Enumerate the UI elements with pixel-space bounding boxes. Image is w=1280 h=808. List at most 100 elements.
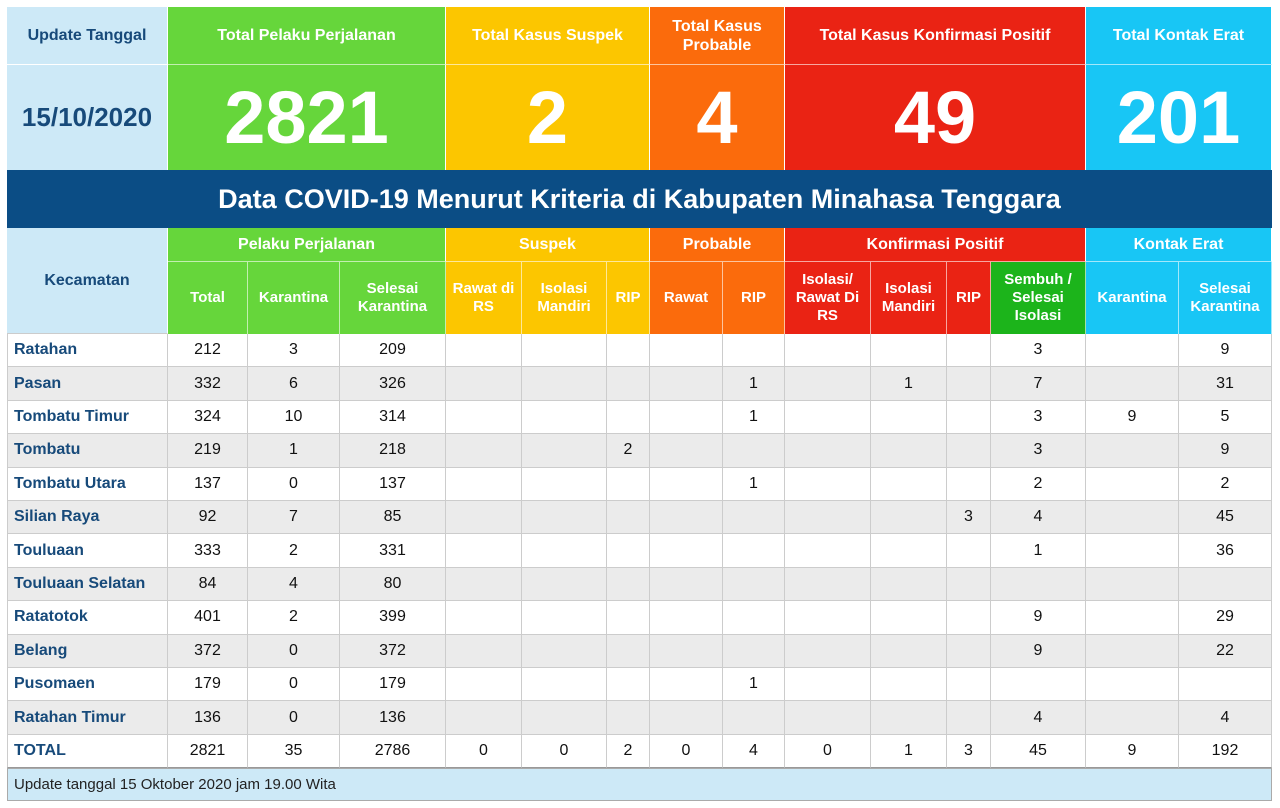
card-label: Total Kasus Suspek — [446, 7, 650, 65]
cell — [650, 567, 723, 602]
cell: 45 — [1179, 501, 1272, 535]
column-header: Rawat — [650, 262, 723, 334]
cell: 4 — [248, 567, 340, 602]
cell: 7 — [991, 367, 1086, 401]
cell — [607, 400, 650, 435]
cell: 0 — [248, 668, 340, 702]
group-header: Konfirmasi Positif — [785, 228, 1086, 262]
cell: 45 — [991, 734, 1086, 769]
group-header: Pelaku Perjalanan — [168, 228, 446, 262]
cell — [650, 601, 723, 635]
cell — [522, 567, 607, 602]
cell — [785, 634, 871, 668]
cell — [607, 668, 650, 702]
cell — [723, 701, 785, 735]
cell: 84 — [168, 567, 248, 602]
column-header: RIP — [947, 262, 991, 334]
cell — [947, 668, 991, 702]
cell — [650, 467, 723, 501]
cell — [446, 334, 522, 368]
cell: 179 — [168, 668, 248, 702]
row-name: Touluaan Selatan — [7, 567, 168, 602]
cell — [522, 367, 607, 401]
cell — [1179, 668, 1272, 702]
cell — [650, 400, 723, 435]
cell: 6 — [248, 367, 340, 401]
cell — [446, 367, 522, 401]
cell — [1086, 668, 1179, 702]
column-header: Isolasi Mandiri — [871, 262, 947, 334]
cell — [1179, 567, 1272, 602]
cell — [785, 467, 871, 501]
cell: 2786 — [340, 734, 446, 769]
cell — [723, 434, 785, 468]
row-name: TOTAL — [7, 734, 168, 769]
card-label: Total Kontak Erat — [1086, 7, 1272, 65]
column-header: Selesai Karantina — [340, 262, 446, 334]
cell — [1086, 701, 1179, 735]
row-name: Ratahan Timur — [7, 701, 168, 735]
update-label: Update Tanggal — [7, 7, 168, 65]
cell: 2 — [607, 734, 650, 769]
cell — [607, 334, 650, 368]
card-value: 4 — [650, 65, 785, 170]
cell: 3 — [991, 434, 1086, 468]
cell — [607, 701, 650, 735]
cell — [785, 367, 871, 401]
cell: 2821 — [168, 734, 248, 769]
cell — [947, 634, 991, 668]
column-header: RIP — [723, 262, 785, 334]
cell: 0 — [446, 734, 522, 769]
column-header: Total — [168, 262, 248, 334]
row-name: Belang — [7, 634, 168, 668]
cell — [723, 534, 785, 568]
cell — [723, 601, 785, 635]
cell: 36 — [1179, 534, 1272, 568]
cell — [1086, 567, 1179, 602]
cell: 2 — [607, 434, 650, 468]
cell — [947, 701, 991, 735]
cell: 31 — [1179, 367, 1272, 401]
cell: 0 — [650, 734, 723, 769]
update-date: 15/10/2020 — [7, 65, 168, 170]
cell: 0 — [248, 701, 340, 735]
cell: 3 — [991, 334, 1086, 368]
cell: 1 — [871, 734, 947, 769]
cell: 9 — [1086, 734, 1179, 769]
cell — [1086, 534, 1179, 568]
cell — [446, 567, 522, 602]
cell — [871, 634, 947, 668]
cell: 80 — [340, 567, 446, 602]
column-header: Rawat di RS — [446, 262, 522, 334]
row-name: Tombatu Utara — [7, 467, 168, 501]
cell — [522, 467, 607, 501]
cell — [1086, 467, 1179, 501]
cell — [871, 467, 947, 501]
cell: 192 — [1179, 734, 1272, 769]
cell — [650, 367, 723, 401]
cell: 92 — [168, 501, 248, 535]
row-name: Tombatu — [7, 434, 168, 468]
cell — [785, 668, 871, 702]
cell: 331 — [340, 534, 446, 568]
cell: 7 — [248, 501, 340, 535]
column-header: Selesai Karantina — [1179, 262, 1272, 334]
cell — [650, 434, 723, 468]
cell — [446, 400, 522, 435]
column-header: RIP — [607, 262, 650, 334]
cell — [650, 501, 723, 535]
cell: 2 — [991, 467, 1086, 501]
cell: 85 — [340, 501, 446, 535]
cell: 137 — [168, 467, 248, 501]
card-value: 2 — [446, 65, 650, 170]
cell — [991, 668, 1086, 702]
cell — [723, 334, 785, 368]
cell — [522, 400, 607, 435]
cell: 2 — [248, 534, 340, 568]
cell — [785, 567, 871, 602]
cell — [607, 367, 650, 401]
column-header: Sembuh / Selesai Isolasi — [991, 262, 1086, 334]
cell — [446, 701, 522, 735]
cell: 9 — [991, 634, 1086, 668]
cell — [1086, 634, 1179, 668]
